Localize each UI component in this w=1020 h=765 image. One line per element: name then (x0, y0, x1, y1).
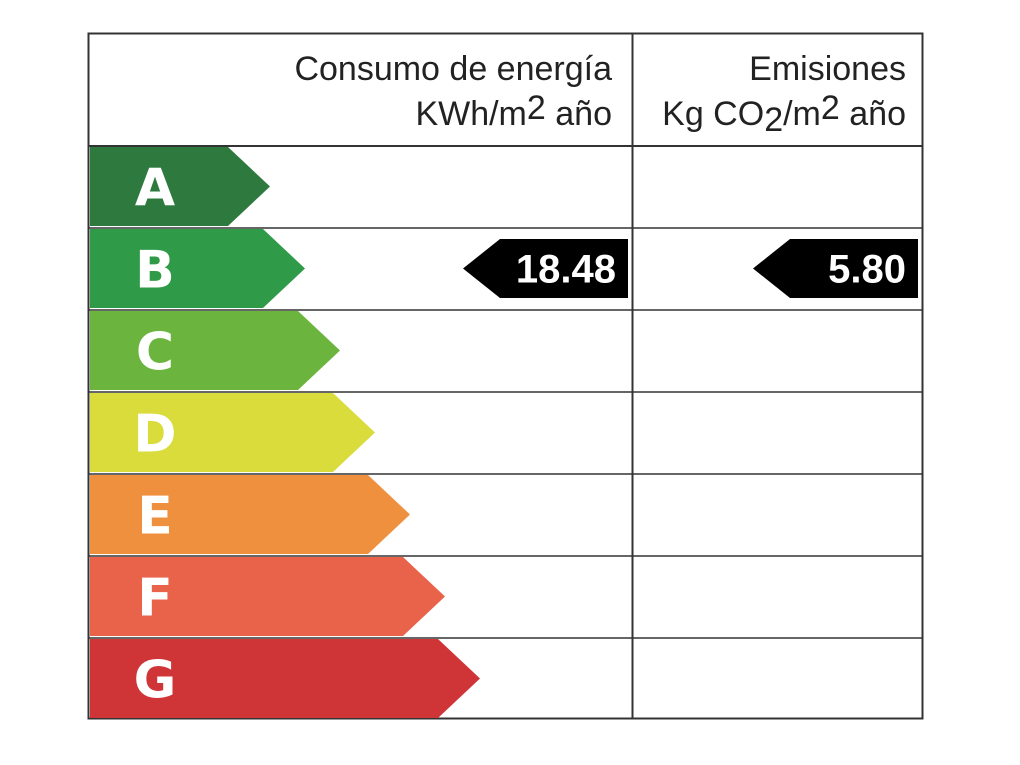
rating-arrow (90, 147, 270, 226)
rating-letter: E (137, 487, 173, 547)
rating-letter: G (134, 651, 177, 711)
unit-sub: 2 (764, 101, 783, 139)
emissions-marker (753, 239, 918, 298)
unit-part: Kg CO (662, 95, 764, 133)
emissions-title: Emisiones (749, 50, 906, 88)
unit-sup: 2 (821, 89, 840, 127)
energy-value: 18.48 (516, 248, 616, 292)
emissions-unit: Kg CO2/m2 año (662, 89, 906, 139)
unit-part: KWh/m (415, 95, 526, 133)
unit-part: /m (783, 95, 821, 133)
rating-arrow (90, 229, 305, 308)
unit-part: año (546, 95, 612, 133)
rating-arrow (90, 311, 340, 390)
emissions-value: 5.80 (828, 248, 906, 292)
rating-letter: C (136, 323, 174, 383)
rating-letter: A (135, 159, 175, 219)
unit-part: año (840, 95, 906, 133)
frame (87, 32, 924, 720)
rating-arrow (90, 393, 375, 472)
rating-arrow (90, 475, 410, 554)
rating-arrow (90, 639, 480, 718)
unit-sup: 2 (527, 89, 546, 127)
rating-letter: B (135, 241, 175, 301)
energy-marker (463, 239, 628, 298)
energy-title: Consumo de energía (294, 50, 612, 88)
energy-unit: KWh/m2 año (415, 89, 612, 133)
rating-letter: D (133, 405, 176, 465)
rating-arrow (90, 557, 445, 636)
rating-letter: F (137, 569, 173, 629)
